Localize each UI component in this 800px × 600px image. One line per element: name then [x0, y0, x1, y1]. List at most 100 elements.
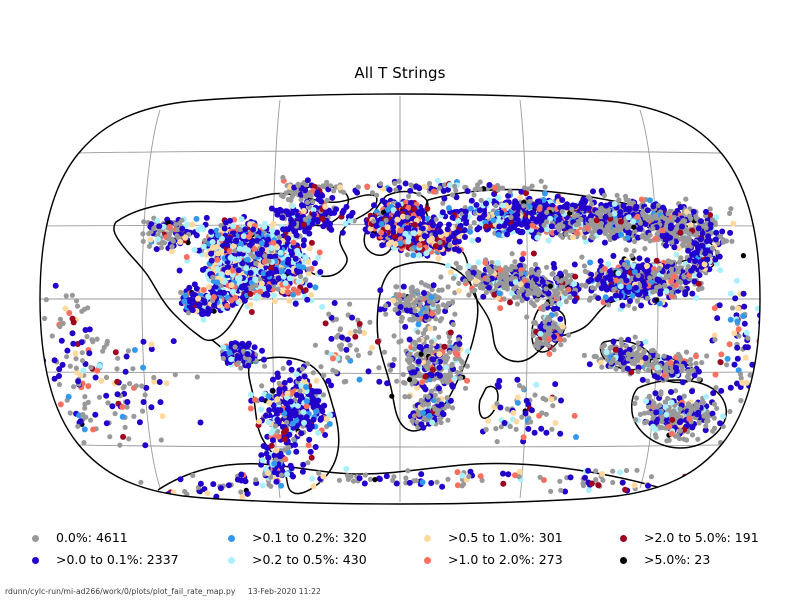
station-point: [493, 203, 499, 209]
station-point: [211, 294, 217, 300]
station-point: [501, 222, 508, 229]
station-point: [230, 223, 237, 230]
station-point: [659, 227, 666, 234]
station-point: [548, 223, 555, 230]
station-point: [411, 221, 418, 228]
station-point: [298, 197, 304, 203]
station-point: [312, 284, 319, 291]
station-point: [516, 238, 523, 245]
station-point: [510, 224, 517, 231]
station-point: [298, 430, 305, 437]
station-point: [611, 234, 618, 241]
station-point: [305, 460, 311, 466]
station-point: [316, 249, 323, 256]
station-point: [495, 217, 502, 224]
station-point: [275, 286, 281, 292]
station-point: [280, 174, 286, 181]
station-point: [195, 226, 202, 233]
station-point: [292, 441, 298, 448]
station-point: [199, 311, 206, 318]
station-point: [156, 223, 163, 230]
station-point: [602, 230, 608, 236]
station-point: [323, 416, 330, 422]
station-point: [218, 271, 225, 278]
station-point: [273, 447, 280, 454]
station-point: [179, 225, 186, 232]
coast-madagascar: [478, 385, 499, 419]
station-point: [404, 252, 410, 258]
station-point: [313, 408, 320, 415]
station-point: [250, 226, 257, 233]
station-point: [594, 210, 601, 216]
station-point: [226, 248, 233, 254]
station-point: [508, 214, 514, 220]
station-point: [146, 243, 152, 249]
meridian-120w: [141, 109, 161, 489]
station-point: [220, 344, 227, 351]
station-point: [246, 356, 252, 362]
station-point: [259, 457, 266, 464]
station-point: [639, 233, 646, 239]
station-point: [624, 234, 631, 241]
station-point: [238, 216, 245, 223]
station-point: [616, 197, 622, 203]
station-point: [618, 231, 625, 238]
station-point: [268, 205, 275, 212]
station-point: [433, 216, 439, 222]
station-scatter-layer[interactable]: [30, 174, 773, 504]
station-point: [232, 344, 238, 350]
station-point: [200, 287, 207, 293]
station-point: [309, 220, 316, 227]
coast-australia: [631, 379, 728, 449]
station-point: [304, 296, 311, 303]
station-point: [426, 237, 433, 244]
station-point: [384, 224, 391, 231]
station-point: [285, 268, 292, 275]
station-point: [288, 366, 295, 373]
station-point: [285, 196, 291, 203]
station-point: [680, 241, 686, 247]
station-point: [517, 194, 524, 201]
station-point: [303, 414, 310, 421]
station-point: [278, 482, 285, 489]
station-point: [679, 223, 685, 230]
station-point: [245, 233, 252, 240]
station-point: [305, 442, 312, 449]
station-point: [563, 204, 570, 211]
station-point: [283, 208, 289, 215]
station-point: [200, 243, 207, 250]
map-axes[interactable]: [8, 92, 792, 506]
station-point: [303, 398, 310, 405]
station-point: [612, 228, 618, 234]
station-point: [280, 365, 286, 371]
station-point: [424, 205, 431, 212]
station-point: [622, 193, 629, 199]
station-point: [324, 197, 330, 203]
station-point: [221, 225, 228, 232]
station-point: [306, 282, 313, 289]
station-point: [189, 307, 196, 314]
station-point: [343, 203, 350, 210]
station-point: [461, 227, 468, 234]
station-point: [210, 265, 217, 272]
station-point: [312, 444, 319, 450]
station-point: [584, 225, 591, 232]
station-point: [303, 403, 310, 410]
station-point: [475, 236, 482, 243]
station-point: [265, 236, 272, 243]
station-point: [379, 242, 386, 249]
station-point: [624, 225, 630, 231]
station-point: [229, 288, 236, 295]
parallel-60n: [40, 150, 760, 155]
station-point: [260, 443, 267, 449]
station-point: [304, 199, 310, 205]
station-point: [468, 197, 475, 204]
station-point: [289, 250, 295, 257]
world-map[interactable]: [8, 92, 792, 506]
station-point: [277, 249, 284, 256]
station-point: [284, 390, 291, 397]
station-point: [519, 229, 526, 236]
station-point: [535, 216, 542, 223]
station-point: [264, 292, 271, 298]
